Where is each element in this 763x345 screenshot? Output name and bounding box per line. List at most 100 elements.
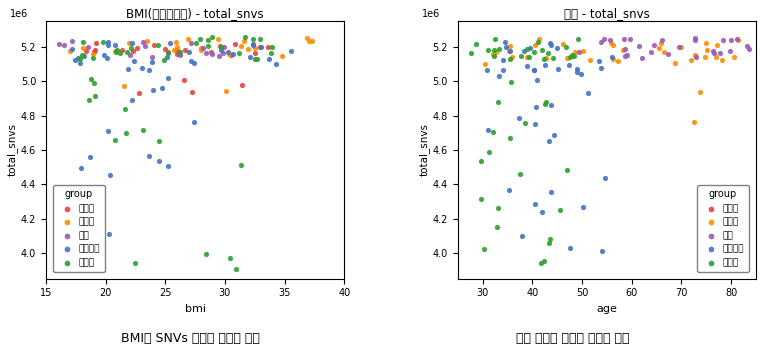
Text: 1e6: 1e6 (422, 9, 440, 19)
유방암 (90, 40, 102, 46)
X-axis label: bmi: bmi (185, 304, 205, 314)
건강인 (158, 57, 170, 62)
고지혁증 (256, 44, 268, 50)
대장암 (728, 55, 740, 60)
고지혁증 (504, 49, 517, 54)
대장암 (540, 55, 552, 61)
고지혁증 (524, 45, 536, 51)
고지혁증 (103, 231, 115, 237)
대장암 (87, 51, 99, 57)
대장암 (169, 39, 182, 45)
고지혁증 (127, 59, 140, 64)
건강인 (536, 48, 549, 53)
고지혁증 (69, 57, 81, 63)
대장암 (235, 43, 247, 49)
고지혁증 (285, 48, 297, 53)
위암 (185, 40, 198, 46)
위암 (617, 37, 629, 42)
대장암 (195, 45, 208, 51)
건강인 (478, 246, 490, 252)
건강인 (129, 260, 141, 266)
대장암 (238, 38, 250, 44)
건강인 (533, 39, 545, 45)
대장암 (675, 45, 687, 50)
대장암 (64, 48, 76, 54)
건강인 (483, 150, 495, 155)
위암 (137, 40, 150, 45)
고지혁증 (164, 41, 176, 46)
위암 (714, 50, 726, 56)
유방암 (159, 46, 172, 52)
건강인 (76, 52, 88, 58)
건강인 (488, 48, 500, 53)
위암 (619, 53, 631, 59)
고지혁증 (85, 213, 98, 219)
건강인 (492, 99, 504, 105)
유방암 (162, 49, 174, 55)
고지혁증 (499, 39, 511, 45)
건강인 (482, 47, 494, 53)
대장암 (521, 54, 533, 60)
고지혁증 (214, 48, 227, 53)
건강인 (153, 42, 165, 48)
대장암 (533, 37, 546, 42)
고지혁증 (81, 242, 93, 248)
대장암 (655, 40, 667, 46)
고지혁증 (564, 245, 576, 250)
대장암 (684, 57, 697, 63)
고지혁증 (546, 102, 558, 108)
고지혁증 (182, 50, 195, 55)
고지혁증 (543, 138, 555, 144)
대장암 (491, 49, 503, 55)
대장암 (653, 45, 665, 50)
대장암 (710, 54, 722, 59)
위암 (146, 54, 158, 59)
건강인 (114, 50, 126, 56)
건강인 (162, 50, 174, 56)
위암 (138, 43, 150, 49)
건강인 (83, 197, 95, 203)
건강인 (200, 251, 212, 257)
고지혁증 (545, 189, 557, 194)
유방암 (179, 47, 191, 53)
건강인 (190, 40, 202, 46)
고지혁증 (72, 55, 84, 61)
위암 (598, 36, 610, 42)
고지혁증 (528, 67, 540, 72)
대장암 (301, 35, 313, 41)
건강인 (239, 34, 251, 40)
위암 (689, 37, 701, 43)
고지혁증 (105, 172, 117, 178)
고지혁증 (74, 61, 86, 66)
고지혁증 (571, 69, 583, 75)
위암 (723, 48, 736, 54)
위암 (649, 42, 661, 48)
대장암 (716, 58, 729, 63)
건강인 (230, 266, 242, 272)
고지혁증 (497, 58, 510, 63)
건강인 (97, 40, 109, 45)
건강인 (82, 261, 95, 266)
유방암 (253, 44, 266, 50)
Legend: 유방암, 대장암, 위암, 고지혁증, 건강인: 유방암, 대장암, 위암, 고지혁증, 건강인 (697, 185, 749, 272)
고지혁증 (101, 55, 113, 61)
대장암 (506, 54, 518, 60)
대장암 (241, 46, 253, 51)
고지혁증 (575, 71, 588, 76)
대장암 (577, 48, 589, 54)
고지혁증 (595, 65, 607, 70)
고지혁증 (75, 166, 87, 171)
건강인 (553, 207, 565, 213)
유방암 (229, 41, 241, 47)
유방암 (148, 42, 160, 48)
유방암 (127, 49, 139, 54)
건강인 (153, 138, 165, 144)
고지혁증 (582, 90, 594, 96)
고지혁증 (528, 68, 540, 73)
Title: BMI(체질량지수) - total_snvs: BMI(체질량지수) - total_snvs (126, 7, 264, 20)
유방암 (80, 49, 92, 54)
고지혁증 (481, 127, 494, 132)
건강인 (491, 224, 503, 230)
대장암 (568, 50, 581, 55)
건강인 (251, 56, 263, 62)
